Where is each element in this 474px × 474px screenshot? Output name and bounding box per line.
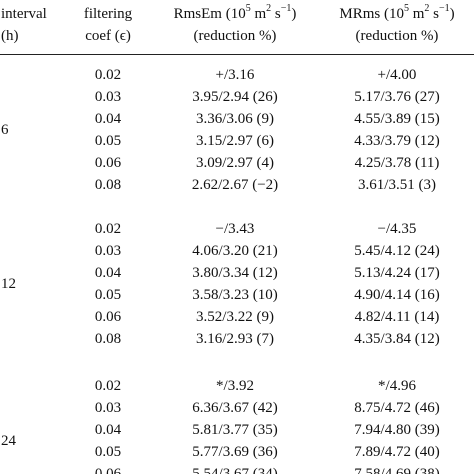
filter-coef-cell: 0.03 [94,243,122,259]
filter-coef-cell: 0.06 [94,155,122,171]
filter-coef-cell: 0.04 [94,422,122,438]
rmsem-cell: +/3.16 [215,67,255,83]
mrms-cell: 5.17/3.76 (27) [354,89,440,105]
rmsem-cell: 3.15/2.97 (6) [196,133,274,149]
filter-coef-cell: 0.05 [94,287,122,303]
filter-coef-cell: 0.05 [94,133,122,149]
rmsem-header-line2: (reduction %) [193,28,277,44]
rmsem-cell: 5.54/3.67 (34) [192,466,278,474]
interval-label: 24 [1,433,16,449]
header-rule [0,54,474,55]
coef-header-line1: filtering [83,6,133,22]
mrms-cell: 4.25/3.78 (11) [354,155,440,171]
rmsem-cell: 6.36/3.67 (42) [192,400,278,416]
mrms-cell: 7.89/4.72 (40) [354,444,440,460]
rmsem-header-line1: RmsEm (105 m2 s−1) [173,3,297,23]
rmsem-cell: 3.80/3.34 (12) [192,265,278,281]
rmsem-cell: 3.95/2.94 (26) [192,89,278,105]
interval-header-line1: interval [1,6,47,22]
rmsem-cell: 3.52/3.22 (9) [196,309,274,325]
filter-coef-cell: 0.02 [94,221,122,237]
filter-coef-cell: 0.05 [94,444,122,460]
filter-coef-cell: 0.04 [94,111,122,127]
mrms-cell: 8.75/4.72 (46) [354,400,440,416]
filter-coef-cell: 0.03 [94,400,122,416]
mrms-cell: 7.94/4.80 (39) [354,422,440,438]
filter-coef-cell: 0.06 [94,309,122,325]
mrms-cell: 4.90/4.14 (16) [354,287,440,303]
mrms-cell: 3.61/3.51 (3) [358,177,436,193]
mrms-header-line2: (reduction %) [355,28,439,44]
filter-coef-cell: 0.08 [94,331,122,347]
filter-coef-cell: 0.04 [94,265,122,281]
interval-label: 6 [1,122,9,138]
filter-coef-cell: 0.02 [94,67,122,83]
mrms-cell: 7.58/4.69 (38) [354,466,440,474]
mrms-cell: 4.33/3.79 (12) [354,133,440,149]
rmsem-cell: */3.92 [216,378,254,394]
rmsem-cell: 5.77/3.69 (36) [192,444,278,460]
rmsem-cell: 4.06/3.20 (21) [192,243,278,259]
mrms-cell: 4.82/4.11 (14) [354,309,440,325]
rmsem-cell: 3.09/2.97 (4) [196,155,274,171]
filter-coef-cell: 0.03 [94,89,122,105]
rmsem-cell: 3.58/3.23 (10) [192,287,278,303]
mrms-cell: 4.55/3.89 (15) [354,111,440,127]
filter-coef-cell: 0.08 [94,177,122,193]
rmsem-cell: 2.62/2.67 (−2) [191,177,279,193]
rmsem-cell: 5.81/3.77 (35) [192,422,278,438]
filter-coef-cell: 0.06 [94,466,122,474]
interval-header-line2: (h) [1,28,19,44]
mrms-cell: +/4.00 [377,67,417,83]
interval-label: 12 [1,276,16,292]
rmsem-cell: 3.16/2.93 (7) [196,331,274,347]
mrms-cell: */4.96 [378,378,416,394]
mrms-cell: −/4.35 [377,221,417,237]
coef-header-line2: coef (ϵ) [85,28,131,44]
filter-coef-cell: 0.02 [94,378,122,394]
rmsem-cell: 3.36/3.06 (9) [196,111,274,127]
mrms-cell: 5.13/4.24 (17) [354,265,440,281]
mrms-cell: 5.45/4.12 (24) [354,243,440,259]
mrms-cell: 4.35/3.84 (12) [354,331,440,347]
mrms-header-line1: MRms (105 m2 s−1) [339,3,455,23]
rmsem-cell: −/3.43 [215,221,255,237]
